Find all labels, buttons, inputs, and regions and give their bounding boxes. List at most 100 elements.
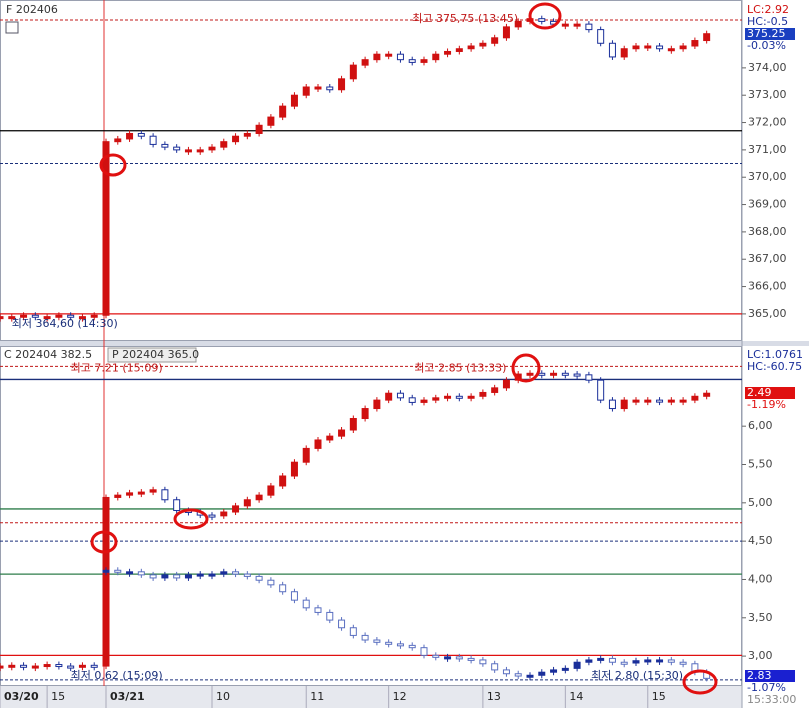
annotation: 최고 375,75 (13:45)	[412, 12, 518, 25]
candle	[114, 569, 122, 573]
candle	[338, 429, 346, 437]
candle	[173, 499, 181, 511]
candle	[608, 42, 616, 58]
candle	[102, 141, 110, 316]
candle	[208, 573, 216, 577]
candle	[479, 659, 487, 665]
candle	[290, 591, 298, 601]
candle	[279, 475, 287, 487]
candle	[78, 316, 86, 320]
candle	[279, 584, 287, 593]
candle	[538, 372, 546, 376]
candle	[491, 387, 499, 393]
highlight-circle	[99, 153, 127, 177]
candle	[608, 657, 616, 663]
x-tick-label: 03/20	[4, 690, 39, 703]
candle	[267, 116, 275, 126]
candle	[561, 667, 569, 671]
candle	[479, 391, 487, 397]
candle	[302, 86, 310, 96]
candle	[656, 399, 664, 403]
candle	[0, 665, 4, 669]
candle	[679, 661, 687, 665]
highlight-circle	[90, 530, 118, 554]
candle	[196, 149, 204, 153]
candle	[290, 94, 298, 107]
candle	[550, 372, 558, 376]
candle	[208, 146, 216, 151]
y-tick-label: 4,50	[748, 534, 773, 547]
candle	[491, 663, 499, 671]
candle	[656, 45, 664, 50]
candle	[78, 664, 86, 668]
candle	[126, 492, 134, 496]
candle	[149, 489, 157, 493]
candle	[455, 656, 463, 660]
candle	[20, 664, 28, 668]
candle	[232, 571, 240, 575]
candle	[173, 146, 181, 151]
candle	[597, 379, 605, 401]
candle	[479, 42, 487, 47]
candle	[561, 23, 569, 27]
annotation: 최저 2.80 (15:30)	[591, 669, 683, 682]
candle	[573, 373, 581, 377]
candle	[373, 53, 381, 61]
candle	[149, 135, 157, 145]
side-label: 2.83	[747, 669, 772, 682]
candle	[608, 399, 616, 410]
x-tick-label: 12	[393, 690, 407, 703]
candle	[126, 571, 134, 575]
calendar-icon	[5, 21, 19, 34]
candle	[114, 494, 122, 498]
candle	[373, 639, 381, 643]
candle	[137, 132, 145, 137]
panel-title: P 202404 365.0	[112, 348, 199, 361]
candle	[667, 48, 675, 52]
candle	[255, 124, 263, 134]
candle	[149, 574, 157, 579]
candle	[361, 408, 369, 420]
candle	[667, 399, 675, 403]
candle	[455, 48, 463, 52]
highlight-circle	[173, 508, 209, 530]
candle	[184, 574, 192, 579]
candle	[467, 657, 475, 661]
candle	[620, 661, 628, 665]
candle	[644, 399, 652, 403]
candle	[326, 435, 334, 441]
candle	[703, 33, 711, 42]
x-tick-label: 11	[310, 690, 324, 703]
candle	[573, 661, 581, 669]
candle	[514, 673, 522, 677]
candle	[161, 143, 169, 148]
candle	[632, 660, 640, 664]
candle	[385, 641, 393, 645]
candle	[502, 26, 510, 39]
candle	[290, 461, 298, 477]
candle	[232, 135, 240, 143]
y-tick-label: 369,00	[748, 198, 787, 211]
side-label: -1.07%	[747, 681, 786, 694]
y-tick-label: 368,00	[748, 225, 787, 238]
candle	[20, 314, 28, 318]
candle	[561, 372, 569, 376]
candle	[550, 669, 558, 673]
candle	[173, 574, 181, 579]
candle	[432, 654, 440, 658]
x-tick-label: 10	[216, 690, 230, 703]
candle	[314, 86, 322, 90]
candle	[8, 664, 16, 668]
y-tick-label: 3,00	[748, 649, 773, 662]
candle	[526, 674, 534, 678]
candle	[444, 50, 452, 55]
candle	[102, 496, 110, 667]
candle	[420, 399, 428, 403]
candle	[302, 599, 310, 609]
candle	[585, 659, 593, 663]
candle	[208, 514, 216, 518]
candle	[255, 575, 263, 581]
candle	[667, 659, 675, 663]
x-tick-label: 13	[487, 690, 501, 703]
y-tick-label: 365,00	[748, 307, 787, 320]
